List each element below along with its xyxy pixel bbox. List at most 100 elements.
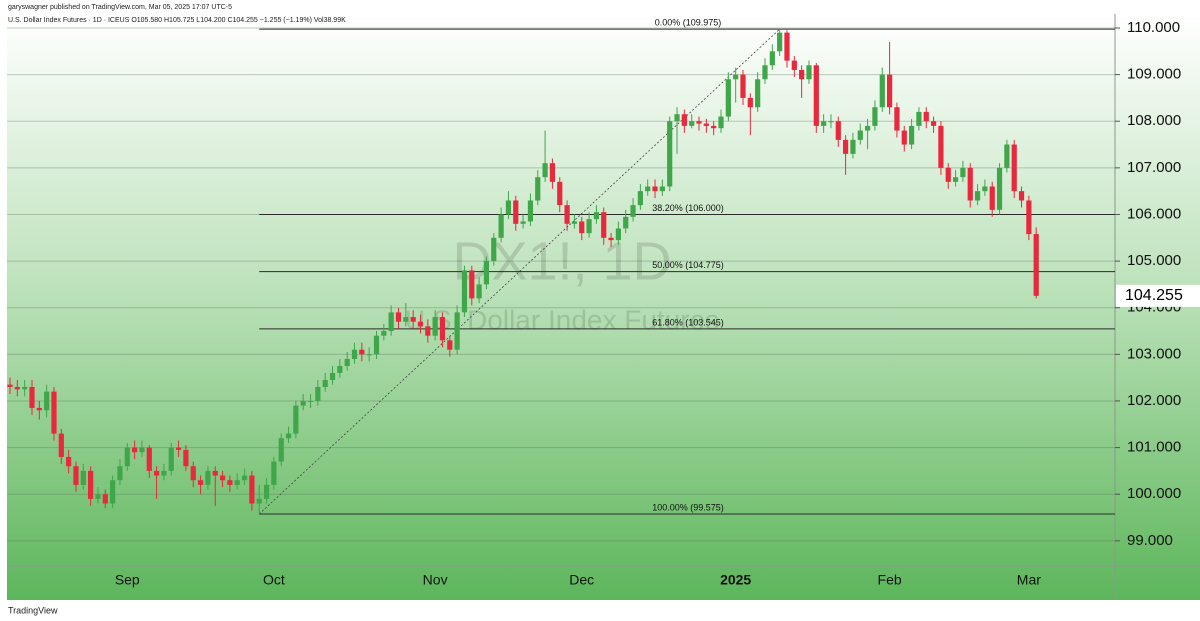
- candle-body: [366, 354, 372, 356]
- candle-body: [498, 214, 504, 238]
- candle-body: [241, 475, 248, 481]
- candle-body: [1026, 200, 1032, 235]
- candle-body: [395, 312, 402, 322]
- candle-body: [952, 177, 959, 182]
- candle-body: [982, 186, 988, 192]
- candle-body: [175, 447, 182, 450]
- candle-body: [58, 433, 64, 457]
- y-tick-label: 108.000: [1127, 112, 1181, 129]
- candle-body: [645, 186, 651, 192]
- candle-body: [505, 200, 512, 215]
- candle-body: [623, 216, 629, 229]
- candle-body: [777, 32, 783, 52]
- candle-body: [923, 111, 929, 122]
- candle-body: [916, 111, 922, 126]
- candle-body: [461, 270, 468, 313]
- candle-body: [608, 237, 614, 241]
- candle-body: [1033, 234, 1039, 296]
- candle-body: [908, 125, 915, 145]
- candle-body: [197, 480, 204, 485]
- candle-body: [755, 79, 761, 108]
- candle-body: [879, 74, 885, 108]
- fib-level-label: 61.80% (103.545): [652, 317, 724, 327]
- candles-layer: [7, 29, 1039, 515]
- candle-body: [821, 121, 827, 126]
- candle-body: [403, 317, 409, 322]
- candle-body: [263, 484, 270, 499]
- candle-body: [571, 221, 578, 224]
- candle-body: [806, 65, 812, 80]
- y-tick-label: 109.000: [1127, 66, 1181, 83]
- fib-level-label: 38.20% (106.000): [652, 203, 724, 213]
- candle-body: [535, 177, 541, 201]
- candle-body: [373, 335, 380, 355]
- candle-body: [322, 379, 328, 387]
- candle-body: [476, 284, 482, 299]
- y-tick-label: 103.000: [1127, 345, 1181, 362]
- candle-body: [799, 69, 805, 80]
- candle-body: [110, 480, 116, 504]
- candle-body: [132, 447, 138, 453]
- candle-body: [491, 237, 497, 262]
- candle-body: [14, 386, 20, 390]
- footer-brand: TradingView: [8, 605, 58, 615]
- x-tick-label: Dec: [569, 572, 594, 588]
- candle-body: [542, 163, 548, 178]
- fib-level-label: 0.00% (109.975): [655, 18, 722, 28]
- candle-body: [989, 186, 995, 210]
- candle-body: [784, 32, 790, 61]
- candle-body: [80, 470, 86, 485]
- candle-body: [725, 79, 731, 117]
- y-tick-label: 107.000: [1127, 159, 1181, 176]
- fib-level-label: 100.00% (99.575): [652, 502, 724, 512]
- candle-body: [747, 97, 753, 108]
- y-tick-label: 110.000: [1127, 19, 1180, 36]
- candle-body: [527, 200, 534, 222]
- candle-body: [843, 139, 849, 154]
- chart-background: [7, 14, 1200, 600]
- y-tick-label: 99.000: [1127, 532, 1173, 549]
- candle-body: [329, 372, 336, 380]
- candle-body: [579, 221, 585, 234]
- candle-body: [51, 391, 57, 434]
- candle-body: [938, 125, 944, 168]
- candle-body: [681, 114, 687, 126]
- candle-body: [36, 407, 42, 411]
- candle-body: [857, 130, 863, 140]
- candle-body: [564, 205, 570, 224]
- candle-body: [454, 312, 460, 350]
- candle-body: [315, 386, 321, 401]
- candle-body: [161, 470, 167, 476]
- x-tick-label: 2025: [720, 572, 751, 588]
- candle-body: [557, 181, 563, 206]
- candle-body: [652, 186, 658, 192]
- candle-body: [945, 167, 951, 182]
- candle-body: [102, 494, 108, 504]
- candle-body: [73, 466, 79, 485]
- candle-body: [586, 219, 592, 234]
- candle-body: [410, 317, 416, 322]
- candle-body: [593, 212, 599, 220]
- axes-layer: 99.000100.000101.000102.000103.000104.00…: [115, 19, 1200, 588]
- candle-body: [146, 447, 152, 471]
- x-tick-label: Nov: [423, 572, 448, 588]
- x-tick-label: Feb: [878, 572, 902, 588]
- candle-body: [674, 114, 680, 122]
- fib-anchor-line: [258, 28, 780, 515]
- candle-body: [974, 191, 981, 201]
- candle-body: [29, 386, 35, 408]
- candle-body: [278, 438, 284, 462]
- candle-body: [227, 480, 233, 485]
- candle-body: [872, 107, 878, 126]
- candle-body: [520, 221, 526, 224]
- candle-body: [960, 167, 966, 178]
- candle-body: [344, 359, 350, 366]
- candle-body: [417, 321, 424, 327]
- fib-level-label: 50.00% (104.775): [652, 260, 724, 270]
- candle-body: [696, 121, 702, 124]
- last-price-label: 104.255: [1125, 287, 1183, 304]
- candle-body: [850, 139, 856, 154]
- candle-body: [659, 186, 665, 192]
- candle-body: [637, 191, 643, 206]
- candle-body: [95, 494, 101, 499]
